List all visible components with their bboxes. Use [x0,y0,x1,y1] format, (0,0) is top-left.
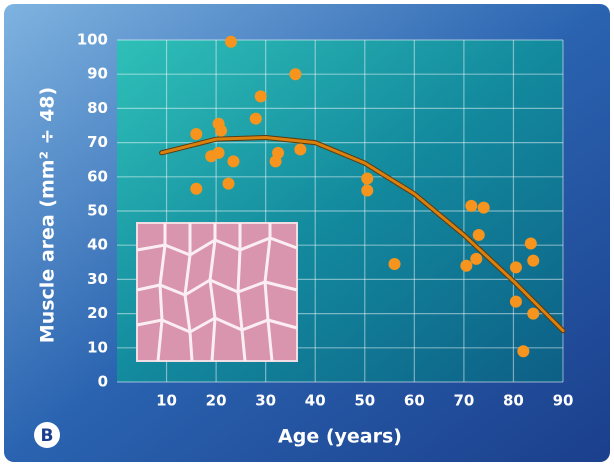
data-point [250,113,262,125]
data-point [272,147,284,159]
inset-micrograph [137,223,297,361]
page: {"chart_data": {"type": "scatter", "pane… [0,0,614,466]
panel-label: B [41,426,54,446]
x-tick-label: 90 [553,392,574,410]
data-point [190,128,202,140]
x-tick-label: 50 [354,392,375,410]
data-point [223,178,235,190]
data-point [510,261,522,273]
data-point [213,147,225,159]
x-axis-title: Age (years) [278,426,402,448]
data-point [473,229,485,241]
x-tick-label: 60 [404,392,425,410]
data-point [361,184,373,196]
data-point [289,68,301,80]
data-point [389,258,401,270]
data-point [227,155,239,167]
y-tick-label: 40 [87,236,108,254]
x-tick-label: 30 [255,392,276,410]
data-point [478,202,490,214]
x-tick-label: 10 [156,392,177,410]
data-point [527,308,539,320]
y-tick-label: 70 [87,133,108,151]
data-point [294,143,306,155]
y-axis-title: Muscle area (mm² ÷ 48) [37,87,59,343]
y-tick-label: 10 [87,338,108,356]
y-tick-label: 100 [77,31,108,49]
data-point [465,200,477,212]
chart: Age (years) Muscle area (mm² ÷ 48) B 0 10… [0,0,614,466]
data-point [361,173,373,185]
y-tick-label: 60 [87,167,108,185]
y-tick-label: 20 [87,304,108,322]
data-point [190,183,202,195]
data-point [225,36,237,48]
data-point [215,125,227,137]
data-point [470,253,482,265]
x-tick-label: 40 [305,392,326,410]
y-tick-label: 30 [87,270,108,288]
y-tick-label: 0 [98,373,108,391]
data-point [460,260,472,272]
x-tick-label: 20 [206,392,227,410]
y-tick-label: 80 [87,99,108,117]
data-point [527,255,539,267]
x-tick-label: 70 [453,392,474,410]
y-tick-label: 50 [87,202,108,220]
data-point [517,345,529,357]
data-point [510,296,522,308]
x-tick-label: 80 [503,392,524,410]
data-point [525,237,537,249]
y-tick-label: 90 [87,65,108,83]
data-point [255,90,267,102]
